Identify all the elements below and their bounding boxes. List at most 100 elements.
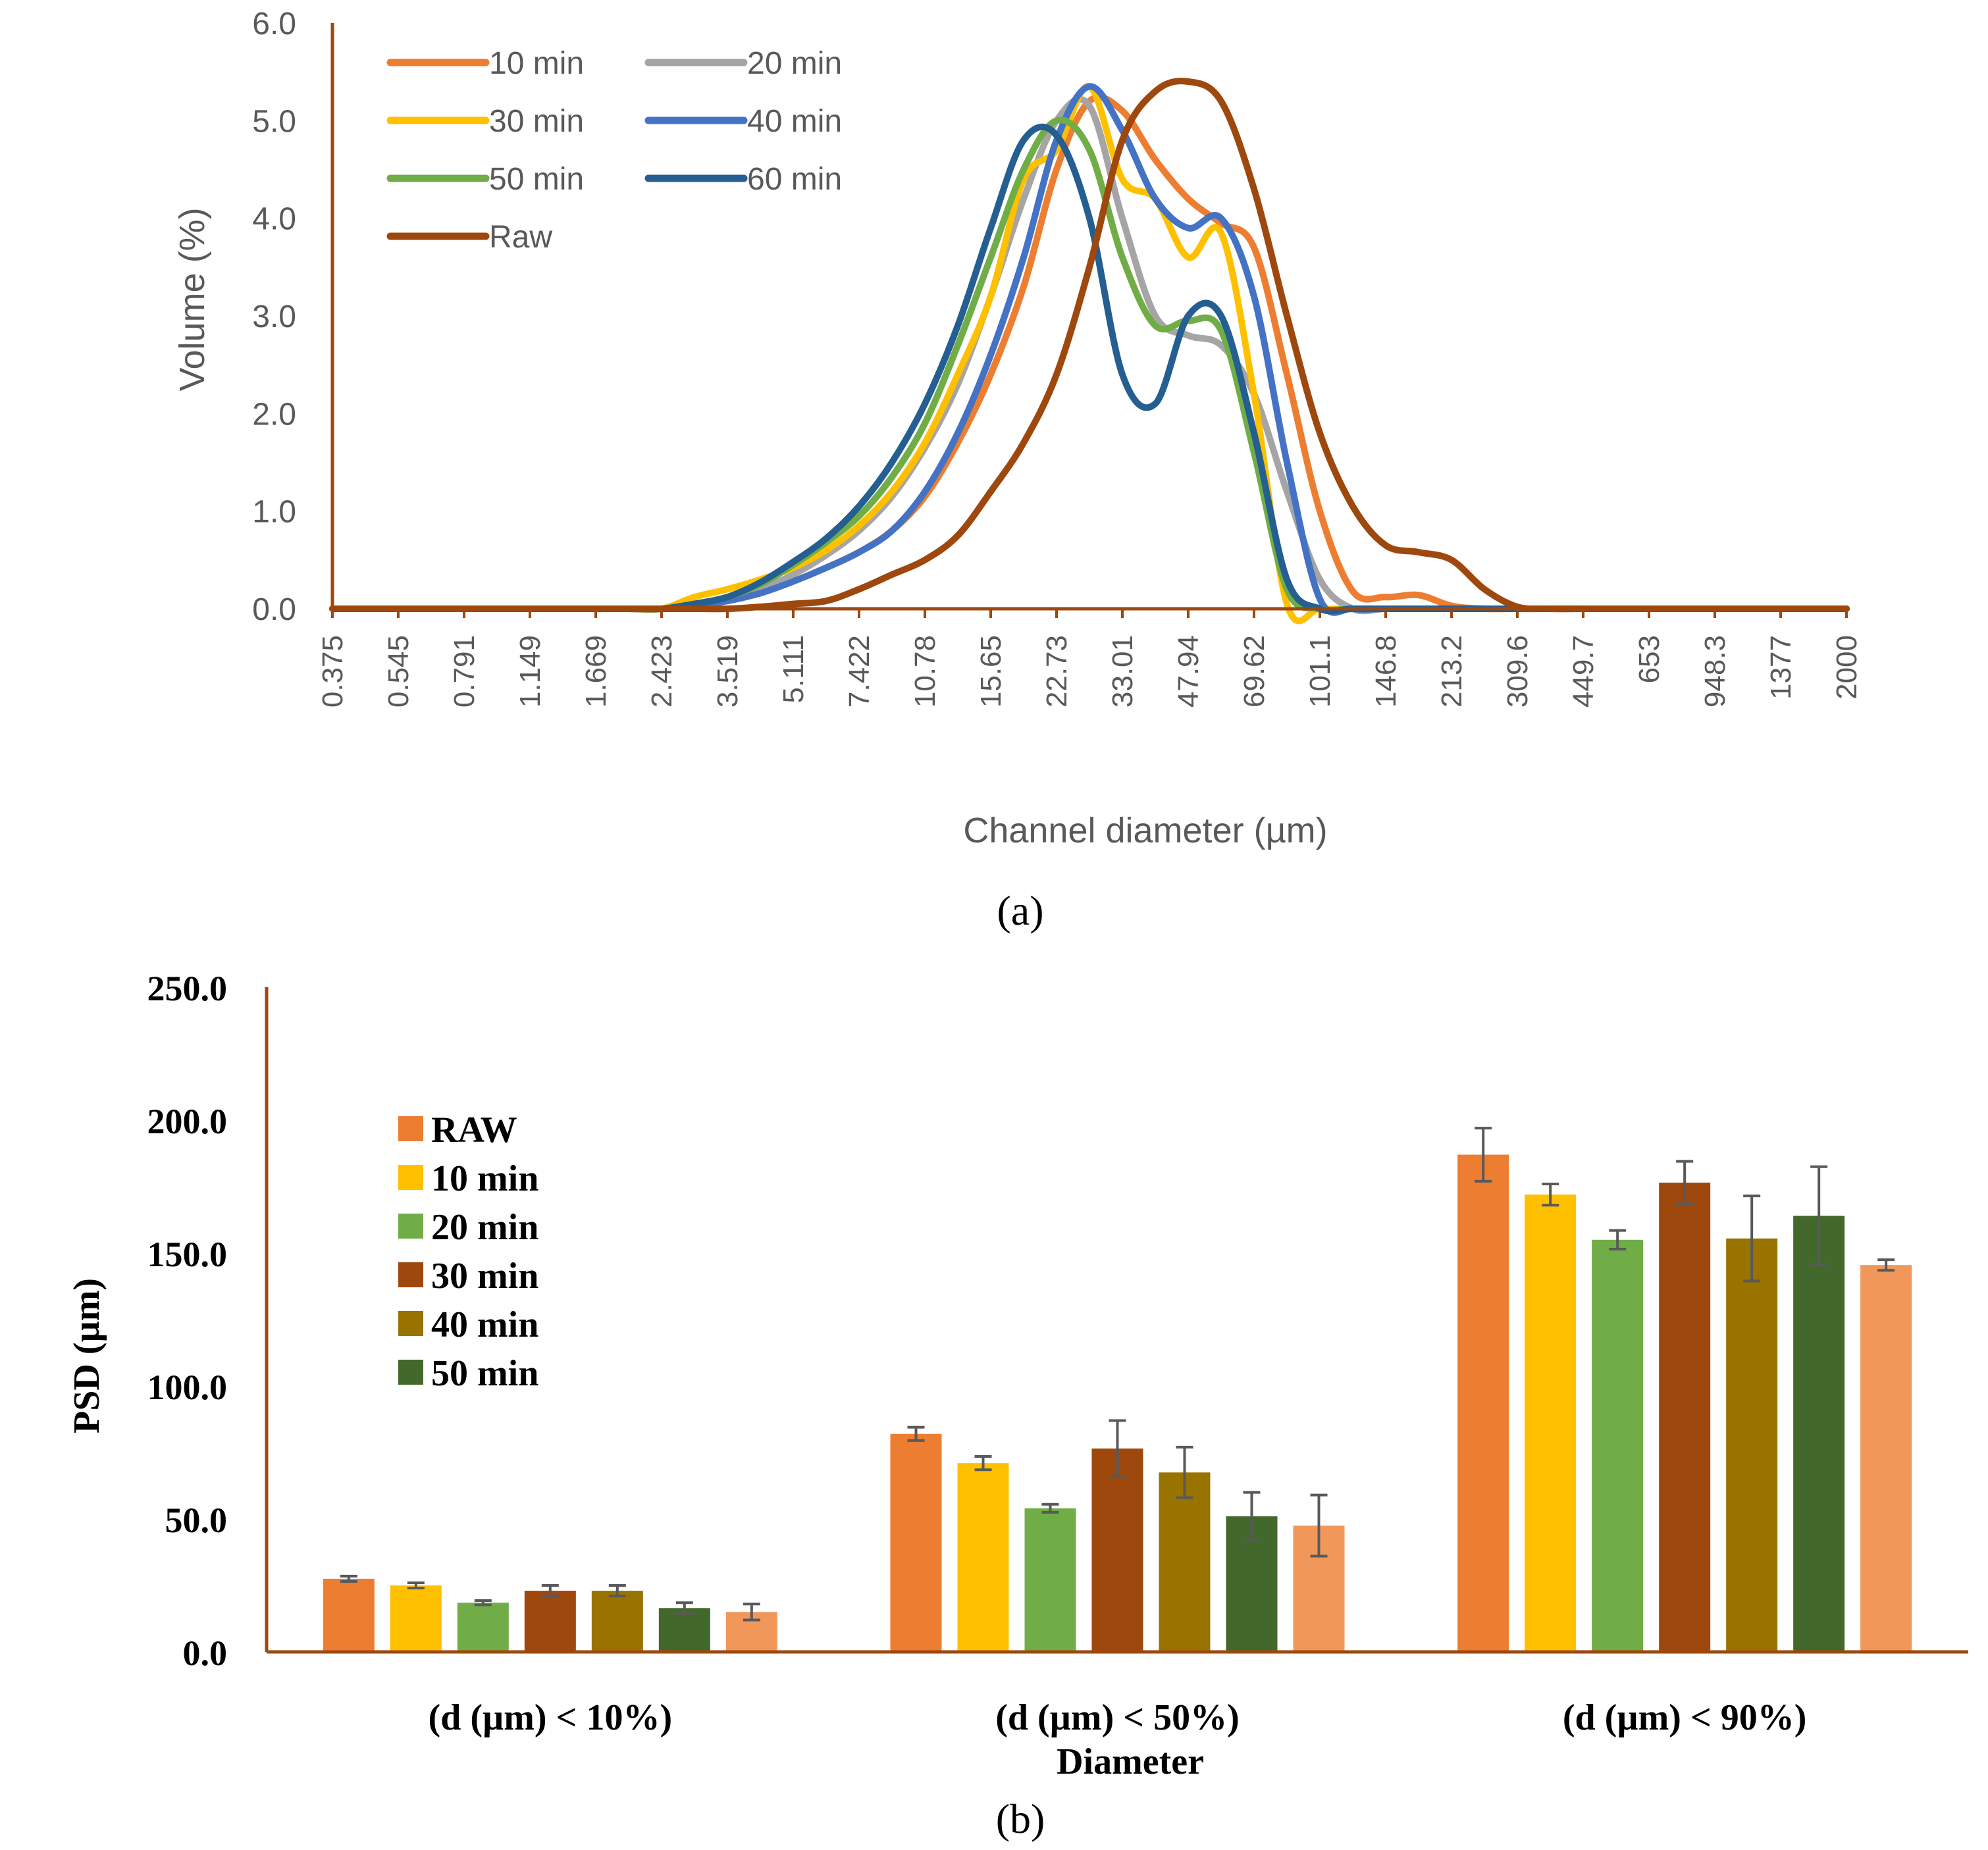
panel-b-bar (323, 1578, 375, 1652)
panel-a-legend-label: 20 min (747, 46, 842, 81)
panel-b-y-tick-label: 50.0 (165, 1501, 228, 1540)
panel-a-legend-label: 10 min (489, 46, 584, 81)
panel-b-y-tick-label: 150.0 (147, 1235, 228, 1274)
panel-b-bar (1592, 1239, 1644, 1652)
panel-a-legend-label: Raw (489, 220, 552, 255)
panel-a-x-tick-label: 2.423 (646, 635, 678, 707)
panel-b-legend: RAW 10 min 20 min 30 min 40 min 50 min (398, 1110, 538, 1394)
panel-a-x-tick-label: 653 (1633, 635, 1665, 683)
panel-a-label: (a) (997, 887, 1043, 934)
panel-b-bar (1457, 1154, 1509, 1652)
panel-a-x-axis-label: Channel diameter (µm) (963, 811, 1327, 850)
panel-a-x-tick-label: 0.545 (382, 635, 415, 707)
panel-b-bar (591, 1591, 643, 1652)
panel-b-bar (1159, 1472, 1211, 1652)
panel-b-bar (1793, 1216, 1845, 1652)
panel-a-legend-item: 20 min (644, 46, 842, 81)
panel-a-x-tick-label: 309.6 (1502, 635, 1534, 707)
panel-a-y-axis-label: Volume (%) (172, 207, 212, 391)
panel-b-y-tick-label: 100.0 (147, 1368, 228, 1407)
panel-a-x-tick-label: 5.111 (777, 635, 810, 704)
panel-a-x-tick-label: 47.94 (1172, 635, 1205, 707)
panel-b-bar (1860, 1265, 1912, 1652)
panel-a-legend-label: 50 min (489, 162, 584, 197)
panel-a-x-tick-label: 7.422 (843, 635, 876, 707)
panel-b-legend-item: 20 min (398, 1207, 538, 1248)
panel-a-series-line-60-min (329, 123, 1850, 615)
panel-b-bar (1024, 1508, 1076, 1652)
panel-b-y-tick-label: 0.0 (183, 1633, 228, 1673)
panel-b-bar (890, 1433, 942, 1652)
panel-a-legend: 10 min 20 min 30 min 40 min 50 min 60 min Raw (386, 46, 842, 255)
panel-a-x-tick-label: 3.519 (712, 635, 744, 707)
panel-b-legend-swatch (398, 1116, 423, 1141)
panel-a-legend-item: 30 min (386, 104, 584, 139)
panel-b-legend-label: 30 min (431, 1256, 538, 1297)
panel-a-x-tick-label: 0.375 (317, 635, 349, 707)
panel-a-legend-label: 60 min (747, 162, 842, 197)
panel-b-legend-swatch (398, 1165, 423, 1190)
panel-a-x-tick-label: 146.8 (1370, 635, 1402, 707)
panel-b-bar (957, 1463, 1009, 1652)
panel-a-legend-item: Raw (386, 220, 552, 255)
panel-a-x-tick-label: 449.7 (1567, 635, 1600, 707)
panel-a-x-tick-label: 0.791 (448, 635, 481, 707)
panel-a-x-tick-label: 15.65 (975, 635, 1007, 707)
panel-b-bar (524, 1591, 576, 1652)
panel-b-bar (390, 1585, 442, 1652)
panel-a-legend-item: 50 min (386, 162, 584, 197)
panel-a-x-tick-label: 1.669 (580, 635, 612, 707)
panel-b-legend-label: 10 min (431, 1158, 538, 1199)
panel-b-legend-item: RAW (398, 1110, 517, 1150)
panel-b-bar (658, 1608, 710, 1652)
panel-b-legend-item: 10 min (398, 1158, 538, 1199)
panel-b-legend-swatch (398, 1311, 423, 1336)
panel-a-y-tick-label: 6.0 (252, 7, 296, 41)
panel-a-line-chart: 0.0 1.0 2.0 3.0 4.0 5.0 6.0 0.375 0.545 0.791 1.1… (172, 7, 1863, 934)
panel-a-legend-item: 40 min (644, 104, 842, 139)
panel-b-legend-label: RAW (431, 1110, 517, 1150)
panel-a-x-tick-label: 10.78 (909, 635, 941, 707)
panel-b-legend-item: 30 min (398, 1256, 538, 1297)
panel-a-series-line-raw (329, 78, 1850, 613)
panel-b-label: (b) (996, 1795, 1045, 1842)
panel-b-legend-item: 50 min (398, 1353, 538, 1394)
panel-b-bar (1091, 1448, 1143, 1652)
panel-a-y-tick-label: 1.0 (252, 495, 296, 530)
panel-a-y-tick-label: 0.0 (252, 592, 296, 627)
panel-b-bar (1726, 1238, 1778, 1652)
panel-a-y-tick-label: 4.0 (252, 202, 296, 237)
panel-b-y-tick-label: 200.0 (147, 1102, 228, 1141)
panel-b-x-tick-label: (d (µm) < 90%) (1563, 1697, 1807, 1738)
panel-a-x-tick-label: 213.2 (1436, 635, 1468, 707)
panel-b-x-tick-label: (d (µm) < 10%) (429, 1697, 673, 1738)
panel-b-legend-swatch (398, 1360, 423, 1385)
panel-b-bar (1659, 1182, 1711, 1652)
panel-b-bar-chart: 0.0 50.0 100.0 150.0 200.0 250.0 (d (µm) < 10… (66, 969, 1968, 1842)
panel-b-bar (457, 1603, 509, 1652)
panel-a-x-tick-label: 1377 (1765, 635, 1797, 700)
panel-a-x-tick-label: 101.1 (1304, 635, 1336, 707)
panel-a-x-tick-label: 948.3 (1699, 635, 1731, 707)
panel-b-bar (1525, 1195, 1577, 1652)
panel-a-x-tick-label: 2000 (1831, 635, 1863, 700)
panel-a-x-tick-label: 33.01 (1107, 635, 1139, 707)
panel-b-legend-item: 40 min (398, 1304, 538, 1345)
panel-a-y-tick-label: 3.0 (252, 299, 296, 334)
panel-a-legend-item: 60 min (644, 162, 842, 197)
panel-b-legend-label: 40 min (431, 1304, 538, 1345)
panel-b-y-tick-label: 250.0 (147, 969, 228, 1008)
panel-a-x-tick-label: 1.149 (514, 635, 546, 707)
panel-b-y-axis-label: PSD (µm) (66, 1278, 107, 1433)
panel-b-x-tick-label: (d (µm) < 50%) (995, 1697, 1240, 1738)
panel-a-y-tick-label: 2.0 (252, 397, 296, 432)
panel-a-legend-label: 40 min (747, 104, 842, 139)
panel-b-legend-label: 50 min (431, 1353, 538, 1394)
panel-a-x-tick-label: 69.62 (1238, 635, 1270, 707)
panel-a-legend-item: 10 min (386, 46, 584, 81)
panel-b-x-axis-label: Diameter (1057, 1741, 1204, 1782)
panel-b-legend-swatch (398, 1262, 423, 1287)
panel-a-legend-label: 30 min (489, 104, 584, 139)
panel-a-y-tick-label: 5.0 (252, 104, 296, 139)
